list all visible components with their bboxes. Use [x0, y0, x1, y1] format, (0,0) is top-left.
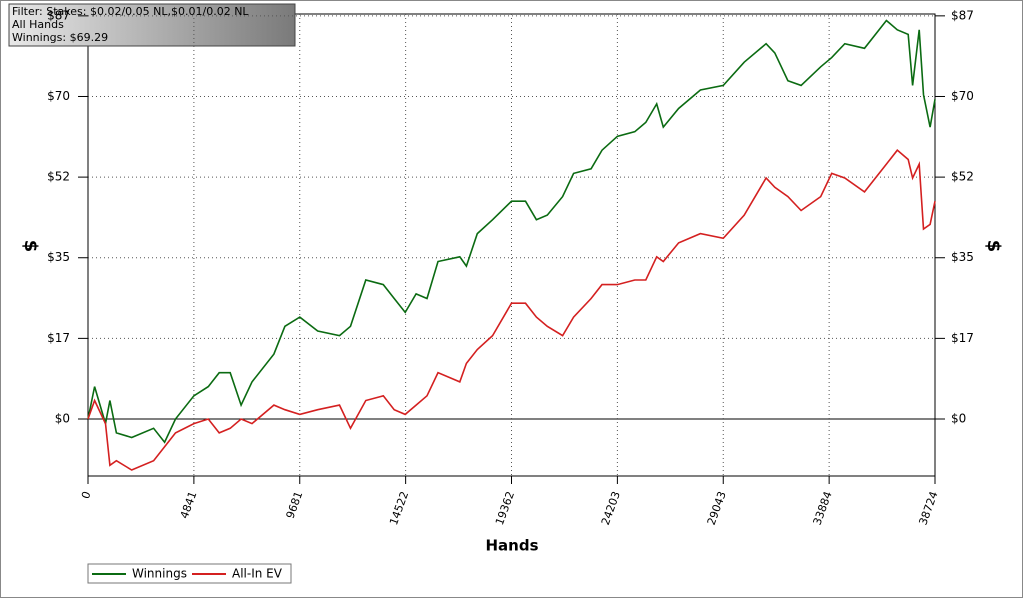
- x-axis-label: Hands: [485, 537, 538, 555]
- series-line: [87, 19, 936, 444]
- legend: [87, 563, 292, 584]
- y-tick-label: $52: [47, 170, 70, 184]
- y2-tick-label: $35: [951, 250, 974, 264]
- y2-tick-label: $0: [951, 412, 966, 426]
- y-tick-label: $35: [47, 250, 70, 264]
- series-line: [87, 149, 936, 471]
- y2-tick-label: $52: [951, 170, 974, 184]
- x-tick-label: 0: [79, 490, 94, 501]
- filter-box: [8, 3, 296, 47]
- legend-label: Winnings: [132, 567, 187, 581]
- y-tick-label: $17: [47, 331, 70, 345]
- filter-text: All Hands: [12, 18, 64, 31]
- y-axis-label: $: [20, 240, 41, 253]
- y2-axis-label: $: [983, 240, 1004, 253]
- y2-tick-label: $17: [951, 331, 974, 345]
- y2-tick-label: $87: [951, 8, 974, 22]
- legend-label: All-In EV: [232, 567, 283, 581]
- y-tick-label: $0: [55, 412, 70, 426]
- y-tick-label: $70: [47, 89, 70, 103]
- y2-tick-label: $70: [951, 89, 974, 103]
- y-tick-label: $87: [47, 8, 70, 22]
- filter-text: Filter: Stakes: $0.02/0.05 NL,$0.01/0.02…: [12, 5, 249, 18]
- filter-text: Winnings: $69.29: [12, 31, 108, 44]
